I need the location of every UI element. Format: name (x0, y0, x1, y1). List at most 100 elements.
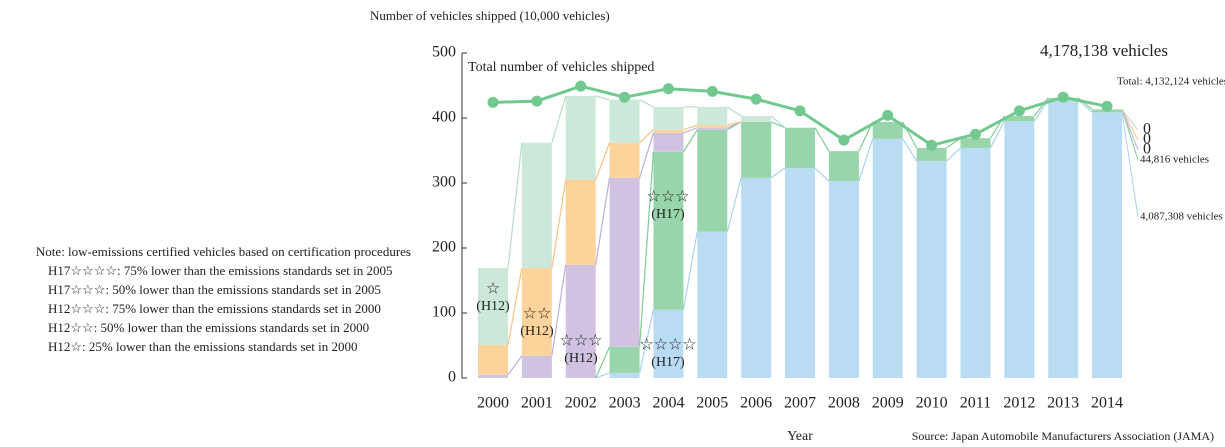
connector (595, 142, 611, 180)
bar (1048, 99, 1079, 379)
bar (960, 138, 991, 148)
bar (916, 147, 947, 161)
series-value-label: 0 (1143, 141, 1151, 158)
x-tick-label: 2013 (1047, 395, 1079, 412)
total-marker (882, 109, 894, 121)
bar (828, 151, 859, 182)
connector (507, 355, 523, 376)
total-marker (926, 139, 938, 151)
bar (653, 309, 684, 378)
note-item: H17☆☆☆: 50% lower than the emissions sta… (48, 282, 381, 297)
connector (682, 231, 698, 310)
annotation-stars: ☆ (486, 281, 500, 298)
connector (902, 138, 918, 162)
note-item: H12☆☆: 50% lower than the emissions stan… (48, 320, 369, 335)
bar (828, 181, 859, 378)
annotation-stars: ☆☆☆ (646, 189, 689, 206)
bar (916, 160, 947, 378)
total-marker (1101, 100, 1113, 112)
bar (872, 121, 903, 139)
annotation-standard: (H17) (651, 207, 685, 222)
y-axis-title: Number of vehicles shipped (10,000 vehic… (370, 8, 610, 23)
note-item: H12☆☆☆: 75% lower than the emissions sta… (48, 301, 381, 316)
bar (565, 95, 596, 180)
bar (1004, 116, 1035, 122)
connector (858, 138, 874, 182)
leader (1121, 109, 1139, 151)
y-tick-label: 200 (432, 239, 456, 256)
annotation-standard: (H12) (476, 299, 510, 314)
total-marker (1057, 91, 1069, 103)
bar (785, 127, 816, 169)
connector (595, 346, 611, 379)
bar (653, 132, 684, 152)
bar (697, 106, 728, 126)
y-tick-label: 300 (432, 174, 456, 191)
leader (1121, 109, 1139, 131)
leader (1121, 112, 1139, 218)
bar (521, 142, 552, 269)
bar (872, 138, 903, 378)
connector (507, 268, 523, 345)
bar (478, 268, 508, 345)
y-tick-label: 100 (432, 304, 456, 321)
bar (697, 127, 728, 130)
connector (683, 127, 698, 134)
total-marker (838, 134, 850, 146)
annotation-standard: (H17) (651, 355, 685, 370)
connector (770, 121, 786, 129)
x-tick-label: 2009 (872, 395, 904, 412)
connector (989, 120, 1005, 149)
connector (770, 167, 786, 179)
total-marker (575, 80, 587, 92)
connector (595, 95, 610, 101)
total-marker (706, 85, 718, 97)
bar (478, 344, 508, 375)
total-marker (794, 105, 806, 117)
bar (960, 147, 991, 378)
x-tick-label: 2005 (696, 395, 728, 412)
bar (565, 264, 596, 378)
bar (697, 129, 728, 232)
bar (697, 125, 728, 128)
total-marker (662, 83, 674, 95)
annotation-standard: (H12) (520, 324, 554, 339)
bar (609, 142, 640, 178)
note-item: H17☆☆☆☆: 75% lower than the emissions st… (48, 263, 393, 278)
connector (551, 179, 567, 269)
x-tick-label: 2004 (652, 395, 684, 412)
connector (507, 142, 523, 269)
connector (1033, 97, 1049, 117)
connector (814, 167, 830, 182)
x-tick-label: 2010 (916, 395, 948, 412)
bar (565, 179, 596, 265)
x-tick-label: 2003 (609, 395, 641, 412)
series-value-label: 0 (1143, 131, 1151, 148)
connector (595, 372, 610, 379)
connector (638, 309, 655, 373)
total-marker (1013, 105, 1025, 117)
total-marker (969, 128, 981, 140)
x-tick-label: 2002 (565, 395, 597, 412)
total-marker (487, 96, 499, 108)
line-label: Total number of vehicles shipped (468, 60, 654, 75)
connector (946, 147, 961, 162)
total-value-label: 4,178,138 vehicles (1040, 41, 1168, 60)
connector (682, 129, 698, 153)
connector (683, 124, 698, 131)
connector (639, 129, 654, 144)
bar (741, 116, 772, 122)
bar (653, 151, 684, 310)
bar (609, 346, 640, 373)
bar (1092, 112, 1123, 378)
x-tick-label: 2007 (784, 395, 816, 412)
x-tick-label: 2001 (521, 395, 553, 412)
bar (521, 355, 552, 378)
bar (521, 268, 552, 356)
connector (639, 99, 654, 108)
series-value-label: 4,087,308 vehicles (1140, 211, 1223, 223)
x-tick-label: 2008 (828, 395, 860, 412)
bar (653, 106, 684, 130)
bar (609, 177, 640, 347)
